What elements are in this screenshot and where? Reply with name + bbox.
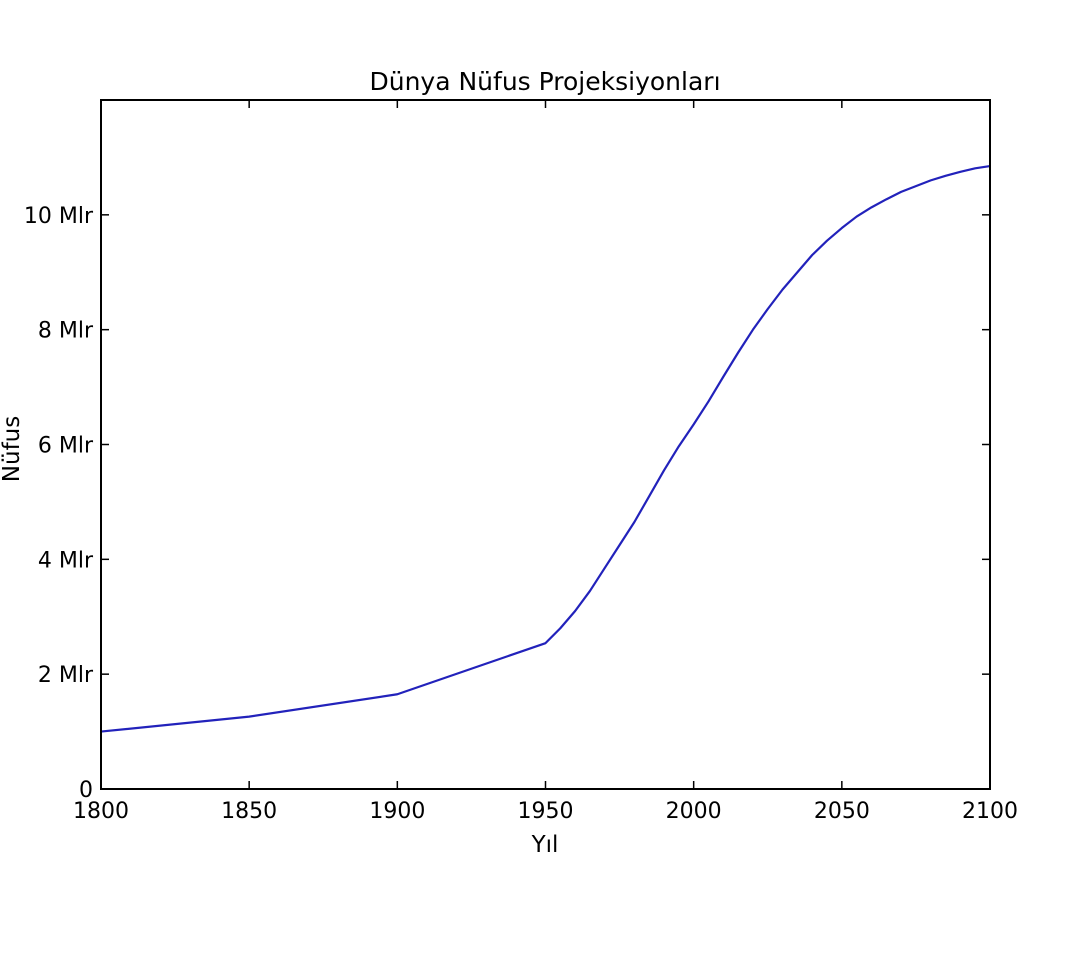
x-axis-label: Yıl <box>531 832 559 858</box>
x-tick-label: 1850 <box>221 799 277 824</box>
plot-area: 1800 1850 1900 1950 2000 2050 2100 0 2 Mlr 4 Mlr 6… <box>24 99 1018 824</box>
x-tick-label: 1900 <box>369 799 425 824</box>
series-line-0 <box>100 164 991 733</box>
x-tick-label: 2050 <box>814 799 870 824</box>
y-tick-label: 6 Mlr <box>38 434 94 459</box>
y-tick-label: 10 Mlr <box>24 204 94 229</box>
y-tick-label: 0 <box>79 778 93 803</box>
y-tick-label: 2 Mlr <box>38 663 94 688</box>
x-tick-label: 2100 <box>962 799 1018 824</box>
x-tick-label: 1950 <box>518 799 574 824</box>
x-tick-label: 1800 <box>73 799 129 824</box>
y-tick-label: 4 Mlr <box>38 548 94 573</box>
y-tick-label: 8 Mlr <box>38 319 94 344</box>
x-tick-label: 2000 <box>666 799 722 824</box>
y-axis-label: Nüfus <box>0 416 25 482</box>
chart-title: Dünya Nüfus Projeksiyonları <box>369 67 720 96</box>
